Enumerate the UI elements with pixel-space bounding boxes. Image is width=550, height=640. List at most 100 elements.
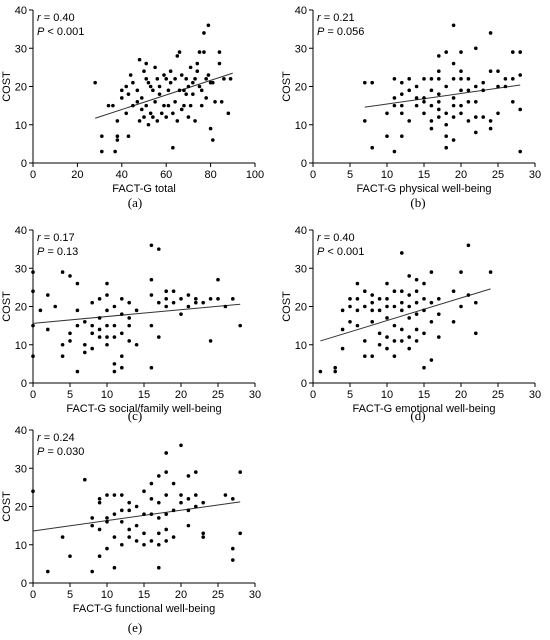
data-point <box>164 512 168 516</box>
data-point <box>194 493 198 497</box>
data-point <box>83 342 87 347</box>
panel-label: (c) <box>128 408 142 423</box>
data-point <box>31 289 35 294</box>
x-tick-label: 0 <box>310 169 316 181</box>
data-point <box>149 365 154 370</box>
data-point <box>127 323 131 328</box>
data-point <box>113 149 117 154</box>
data-point <box>228 77 233 81</box>
data-point <box>407 346 412 351</box>
y-tick-label: 30 <box>295 263 307 275</box>
data-point <box>46 569 50 574</box>
data-point <box>429 119 434 123</box>
data-point <box>414 96 419 100</box>
data-point <box>377 342 382 347</box>
data-point <box>511 100 515 104</box>
data-point <box>414 300 419 305</box>
data-point <box>422 365 426 370</box>
data-point <box>451 61 456 66</box>
x-tick-label: 20 <box>455 389 467 401</box>
data-point <box>139 96 144 100</box>
y-tick-label: 10 <box>295 120 307 132</box>
data-point <box>120 312 124 316</box>
data-point <box>186 115 191 119</box>
data-point <box>171 289 176 294</box>
x-tick-label: 25 <box>212 589 224 601</box>
x-tick-label: 25 <box>492 169 504 181</box>
data-point <box>135 88 140 93</box>
data-point <box>134 523 139 528</box>
data-point <box>392 339 397 343</box>
p-value: P < 0.001 <box>37 26 84 38</box>
panel-label: (b) <box>410 195 425 210</box>
data-point <box>400 92 404 96</box>
data-point <box>162 73 166 77</box>
data-point <box>127 535 131 539</box>
data-point <box>392 304 397 309</box>
data-point <box>377 331 382 336</box>
y-axis-label: COST <box>1 491 13 522</box>
data-point <box>112 323 117 328</box>
data-point <box>188 103 193 108</box>
data-point <box>422 297 426 301</box>
y-tick-label: 20 <box>15 82 27 94</box>
data-point <box>155 77 160 81</box>
data-point <box>370 354 375 359</box>
data-point <box>429 270 434 274</box>
data-point <box>182 103 186 108</box>
data-point <box>194 297 198 301</box>
data-point <box>164 304 168 309</box>
data-point <box>31 270 35 274</box>
data-point <box>105 516 109 520</box>
panel-label: (e) <box>128 620 142 635</box>
data-point <box>392 96 397 100</box>
data-point <box>75 308 80 313</box>
data-point <box>400 327 404 332</box>
data-point <box>131 103 135 108</box>
data-point <box>186 84 191 89</box>
x-axis-label: FACT-G physical well-being <box>356 183 491 195</box>
x-tick-label: 0 <box>30 389 36 401</box>
p-value: P = 0.13 <box>37 246 78 258</box>
data-point <box>186 293 191 297</box>
data-point <box>219 100 224 104</box>
data-point <box>451 115 456 119</box>
data-point <box>437 335 441 339</box>
data-point <box>392 289 397 294</box>
scatter-panel: 0 5 10 15 20 25 30 0 10 20 30 40 FACT-G functional w… <box>1 425 261 635</box>
data-point <box>46 293 50 297</box>
data-point <box>120 493 124 497</box>
data-point <box>451 77 456 81</box>
x-tick-label: 15 <box>138 589 150 601</box>
data-point <box>164 289 168 294</box>
data-point <box>90 346 94 351</box>
data-point <box>164 493 168 497</box>
data-point <box>194 300 198 305</box>
y-tick-label: 10 <box>15 340 27 352</box>
data-point <box>400 339 404 343</box>
data-point <box>83 477 87 482</box>
data-point <box>38 308 43 313</box>
data-point <box>407 316 412 320</box>
data-point <box>157 84 162 89</box>
data-point <box>171 145 175 150</box>
y-tick-label: 40 <box>295 5 307 17</box>
data-point <box>231 546 235 551</box>
data-point <box>105 546 109 551</box>
data-point <box>186 508 191 513</box>
data-point <box>422 308 426 313</box>
data-point <box>164 297 168 301</box>
y-tick-label: 0 <box>21 378 27 390</box>
x-tick-label: 10 <box>381 169 393 181</box>
data-point <box>157 531 161 536</box>
data-point <box>238 470 242 474</box>
data-point <box>90 523 94 528</box>
data-point <box>149 539 154 543</box>
data-point <box>83 320 87 324</box>
data-point <box>188 65 193 70</box>
data-point <box>459 111 463 116</box>
y-tick-label: 20 <box>295 82 307 94</box>
data-point <box>68 339 72 343</box>
data-point <box>437 54 441 58</box>
data-point <box>488 126 493 131</box>
